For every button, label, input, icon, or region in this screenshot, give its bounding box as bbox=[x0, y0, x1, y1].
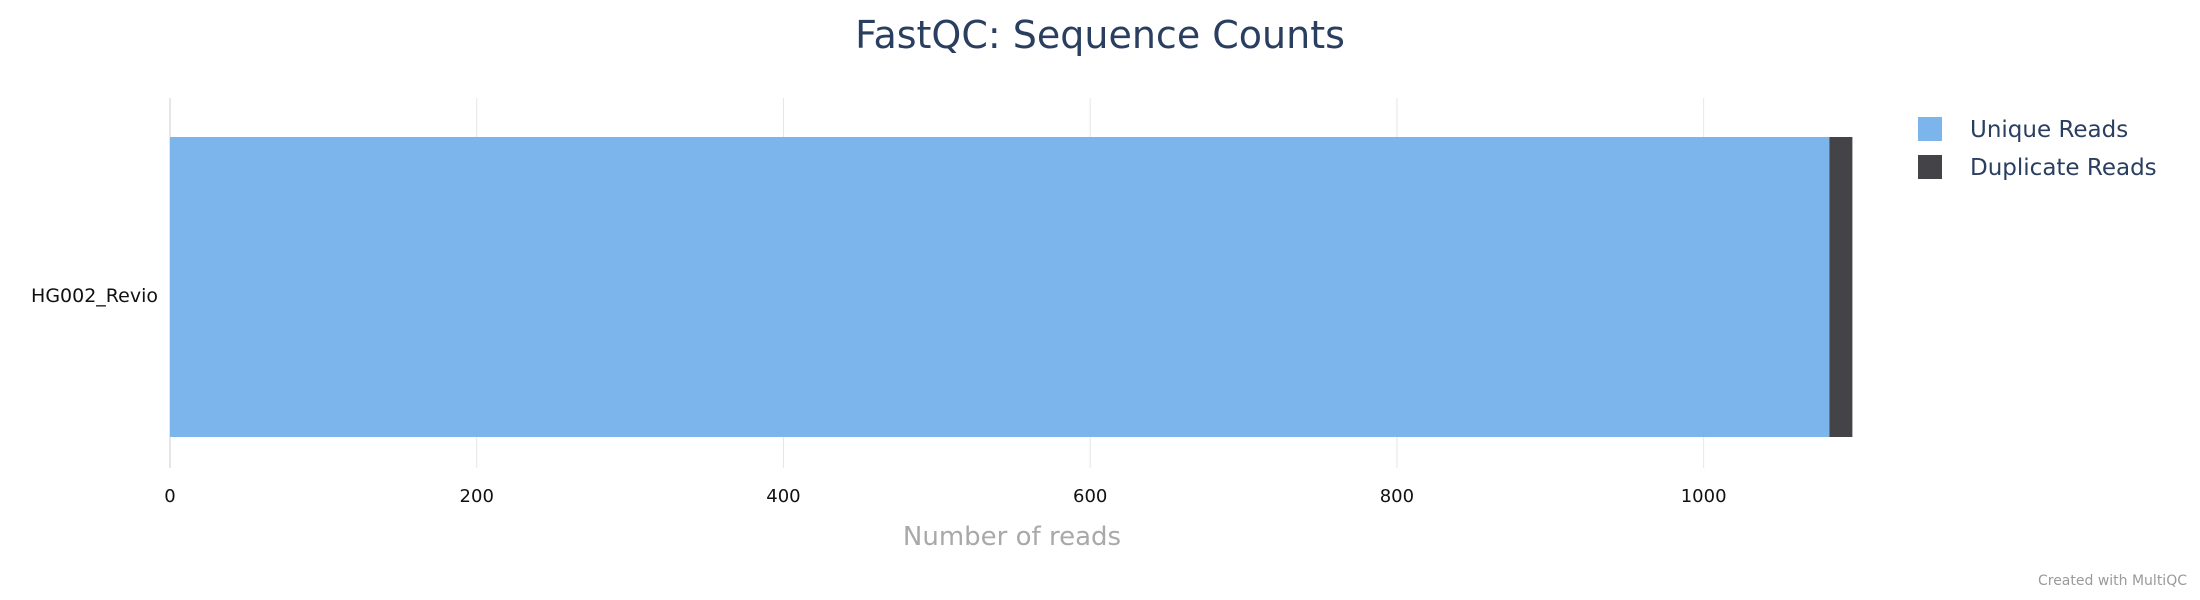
legend-label[interactable]: Duplicate Reads bbox=[1970, 155, 2157, 181]
legend[interactable]: Unique Reads Duplicate Reads bbox=[1918, 117, 2157, 181]
legend-swatch[interactable] bbox=[1918, 155, 1942, 179]
chart-title: FastQC: Sequence Counts bbox=[855, 13, 1345, 57]
bar-duplicate-reads[interactable] bbox=[1829, 137, 1853, 437]
x-tick-label: 200 bbox=[460, 486, 494, 507]
legend-swatch[interactable] bbox=[1918, 117, 1942, 141]
x-tick-labels: 0 200 400 600 800 1000 bbox=[164, 486, 1726, 507]
x-tick-label: 400 bbox=[766, 486, 800, 507]
x-axis-title: Number of reads bbox=[903, 522, 1121, 552]
bars bbox=[170, 137, 1853, 437]
x-tick-label: 600 bbox=[1073, 486, 1107, 507]
bar-unique-reads[interactable] bbox=[170, 137, 1830, 437]
x-tick-label: 1000 bbox=[1681, 486, 1727, 507]
legend-label[interactable]: Unique Reads bbox=[1970, 117, 2128, 143]
x-tick-label: 800 bbox=[1380, 486, 1414, 507]
category-label: HG002_Revio bbox=[31, 285, 158, 307]
credit-text: Created with MultiQC bbox=[2038, 573, 2187, 589]
category-labels: HG002_Revio bbox=[31, 285, 158, 307]
x-tick-label: 0 bbox=[164, 486, 175, 507]
